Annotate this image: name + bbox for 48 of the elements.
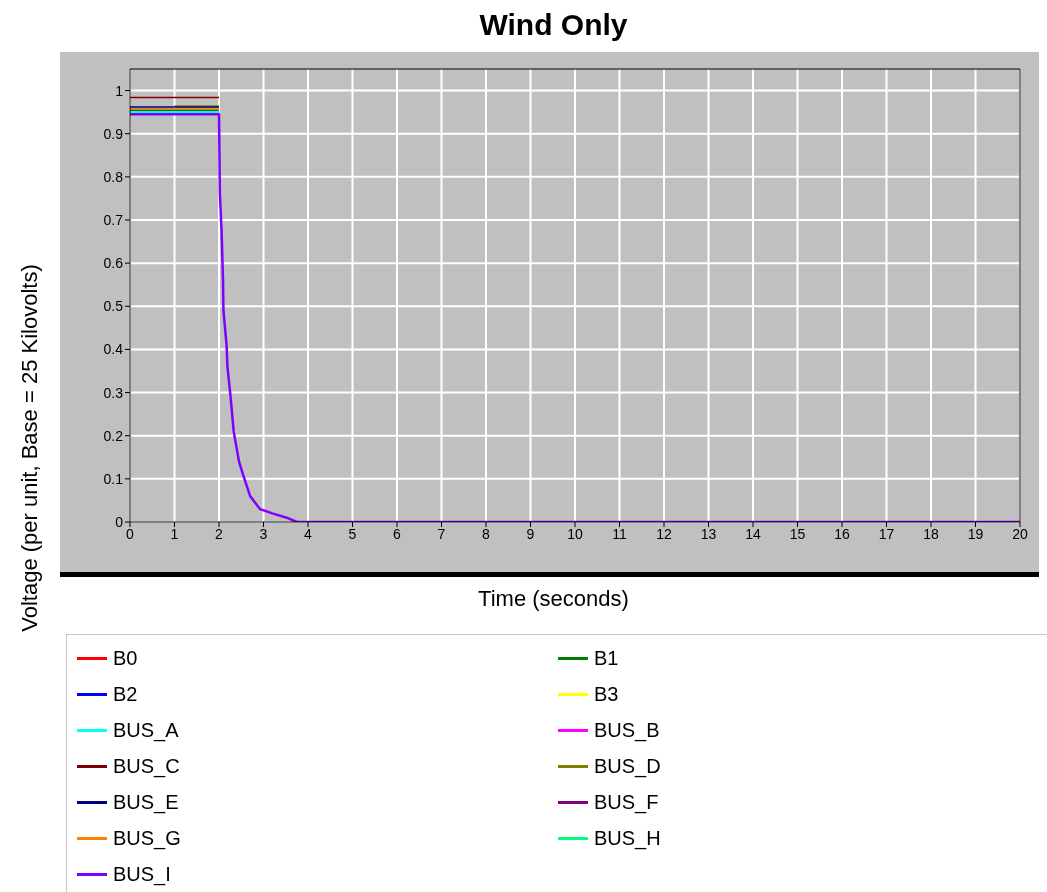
x-tick-label: 6 bbox=[393, 525, 402, 542]
y-tick-label: 0.3 bbox=[103, 384, 124, 401]
y-tick-label: 0.8 bbox=[103, 168, 124, 185]
chart-title: Wind Only bbox=[478, 8, 629, 42]
x-tick-label: 8 bbox=[482, 525, 491, 542]
y-tick-label: 0.7 bbox=[103, 211, 124, 228]
x-tick-label: 11 bbox=[612, 525, 627, 542]
x-tick-label: 15 bbox=[789, 525, 806, 542]
x-axis-title: Time (seconds) bbox=[477, 586, 630, 612]
y-tick-label: 0.4 bbox=[103, 341, 124, 358]
x-tick-label: 7 bbox=[437, 525, 446, 542]
y-axis-title: Voltage (per unit, Base = 25 Kilovolts) bbox=[17, 264, 43, 632]
y-tick-label: 0.9 bbox=[103, 125, 124, 142]
legend-label: BUS_H bbox=[594, 826, 661, 850]
y-tick-label: 0.5 bbox=[103, 298, 124, 315]
y-tick-label: 1 bbox=[115, 82, 124, 99]
legend-label: BUS_D bbox=[594, 754, 661, 778]
x-tick-label: 18 bbox=[923, 525, 939, 542]
x-tick-label: 13 bbox=[700, 525, 717, 542]
legend-label: BUS_I bbox=[113, 862, 171, 886]
y-tick-label: 0.1 bbox=[103, 470, 124, 487]
x-tick-label: 17 bbox=[878, 525, 895, 542]
y-tick-label: 0.6 bbox=[103, 255, 124, 272]
x-tick-label: 1 bbox=[170, 525, 179, 542]
legend-label: BUS_G bbox=[113, 826, 181, 850]
legend-label: B2 bbox=[113, 682, 138, 706]
x-tick-label: 10 bbox=[567, 525, 583, 542]
x-tick-label: 5 bbox=[348, 525, 357, 542]
legend-label: BUS_A bbox=[113, 718, 179, 742]
x-tick-label: 20 bbox=[1012, 525, 1028, 542]
x-tick-label: 2 bbox=[215, 525, 224, 542]
x-tick-label: 0 bbox=[126, 525, 135, 542]
x-tick-label: 12 bbox=[656, 525, 672, 542]
x-tick-label: 4 bbox=[304, 525, 313, 542]
y-tick-label: 0.2 bbox=[103, 427, 124, 444]
legend-label: B0 bbox=[113, 646, 138, 670]
x-tick-label: 3 bbox=[259, 525, 268, 542]
legend-label: BUS_F bbox=[594, 790, 659, 814]
x-tick-label: 16 bbox=[834, 525, 850, 542]
x-tick-label: 9 bbox=[526, 525, 535, 542]
legend-label: B3 bbox=[594, 682, 619, 706]
x-tick-label: 14 bbox=[745, 525, 761, 542]
legend-label: B1 bbox=[594, 646, 619, 670]
legend-label: BUS_E bbox=[113, 790, 179, 814]
legend-label: BUS_C bbox=[113, 754, 180, 778]
y-tick-label: 0 bbox=[115, 513, 124, 530]
legend-label: BUS_B bbox=[594, 718, 660, 742]
x-tick-label: 19 bbox=[967, 525, 984, 542]
